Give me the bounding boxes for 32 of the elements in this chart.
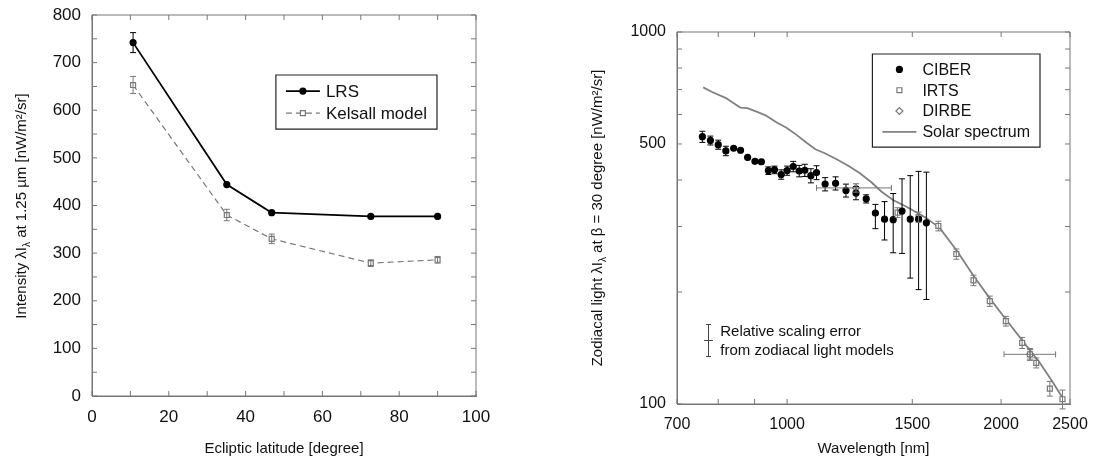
annotation: Relative scaling error from zodiacal light models [720,321,894,358]
x-tick-label: 80 [389,406,409,426]
y-tick-label: 400 [52,195,81,215]
x-axis-title: Wavelength [nm] [817,439,930,457]
x-axis-title: Ecliptic latitude [degree] [204,439,364,457]
y-tick-label: 600 [52,99,81,119]
y-tick-label: 0 [71,385,81,405]
y-tick-label: 800 [52,4,81,24]
legend-label: LRS [325,81,359,101]
legend-label: Kelsall model [325,103,428,123]
x-tick-label: 100 [461,406,491,426]
y-tick-label: 500 [639,134,667,152]
legend-label: IRTS [922,81,959,99]
x-tick-label: 2000 [983,415,1020,433]
x-tick-label: 2500 [1052,415,1088,433]
x-tick-label: 1000 [769,415,806,433]
y-tick-label: 100 [639,394,667,412]
y-tick-label: 500 [52,147,81,167]
legend-label: DIRBE [922,102,972,120]
y-tick-label: 300 [52,242,81,262]
x-tick-label: 0 [87,406,97,426]
x-tick-label: 1500 [894,415,931,433]
x-tick-label: 60 [312,406,332,426]
x-tick-label: 40 [236,406,256,426]
y-tick-label: 700 [52,52,81,72]
y-tick-label: 1000 [630,22,667,40]
y-tick-label: 100 [52,338,81,358]
legend-label: Solar spectrum [922,123,1030,141]
y-tick-label: 200 [52,290,81,310]
x-tick-label: 700 [663,415,691,433]
legend-label: CIBER [922,60,972,78]
x-tick-label: 20 [159,406,179,426]
